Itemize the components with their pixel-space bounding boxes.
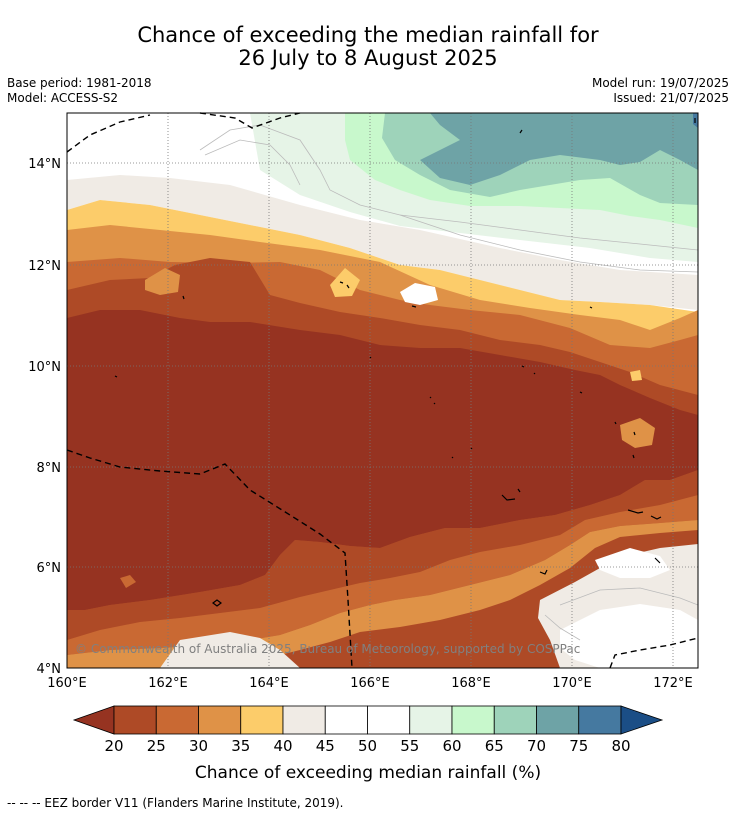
colorbar-segment — [324, 705, 368, 735]
longitude-labels: 160°E 162°E 164°E 166°E 168°E 170°E 172°… — [47, 676, 693, 691]
meta-left: Base period: 1981-2018 Model: ACCESS-S2 — [7, 76, 152, 106]
band-white-lower-2 — [560, 604, 698, 668]
model-run: Model run: 19/07/2025 — [591, 76, 729, 90]
colorbar-segment — [198, 705, 242, 735]
model-name: Model: ACCESS-S2 — [7, 91, 119, 105]
colorbar-tick-label: 25 — [147, 737, 166, 755]
colorbar-segment — [282, 705, 326, 735]
colorbar-tick-label: 75 — [569, 737, 588, 755]
band-rust-lower — [67, 470, 698, 640]
lat-label-8n: 8°N — [37, 461, 62, 476]
colorbar-segment — [578, 705, 622, 735]
lon-label-166e: 166°E — [350, 676, 390, 691]
colorbar-tick-label: 35 — [231, 737, 250, 755]
map-title-line-2: 26 July to 8 August 2025 — [238, 46, 498, 70]
colorbar-tick-label: 20 — [104, 737, 123, 755]
band-beige — [67, 175, 698, 310]
colorbar-tick-label: 80 — [611, 737, 630, 755]
band-orange-lower — [67, 520, 698, 668]
lon-label-170e: 170°E — [552, 676, 592, 691]
colorbar: 20 25 30 35 40 45 50 55 60 65 70 75 80 — [72, 705, 664, 755]
patch-orange-left — [145, 268, 180, 295]
colorbar-segment — [493, 705, 537, 735]
islands — [114, 118, 696, 607]
colorbar-segment — [155, 705, 199, 735]
issued-date: Issued: 21/07/2025 — [613, 91, 729, 105]
gridlines — [67, 113, 698, 668]
colorbar-tick-label: 60 — [442, 737, 461, 755]
copyright-notice: © Commonwealth of Australia 2025, Bureau… — [75, 642, 580, 656]
base-period: Base period: 1981-2018 — [7, 76, 152, 90]
lat-label-6n: 6°N — [37, 561, 62, 576]
lat-label-12n: 12°N — [28, 259, 61, 274]
lat-label-4n: 4°N — [37, 662, 62, 677]
patch-white-tl — [120, 115, 150, 133]
colorbar-tick-label: 50 — [358, 737, 377, 755]
lon-label-160e: 160°E — [47, 676, 87, 691]
lon-label-164e: 164°E — [249, 676, 289, 691]
eez-border-note: -- -- -- EEZ border V11 (Flanders Marine… — [7, 796, 344, 810]
colorbar-segment — [536, 705, 580, 735]
map-fields — [67, 113, 698, 668]
patch-yellow-center — [330, 268, 360, 297]
latitude-labels: 14°N 12°N 10°N 8°N 6°N 4°N — [28, 157, 61, 677]
colorbar-tick-label: 30 — [189, 737, 208, 755]
patch-white-center — [400, 283, 438, 305]
colorbar-segment — [367, 705, 411, 735]
colorbar-extend-high — [620, 705, 664, 735]
colorbar-extend-low — [72, 705, 115, 735]
band-beige-bump — [160, 632, 300, 668]
lat-label-10n: 10°N — [28, 360, 61, 375]
band-red-orange-lower — [67, 495, 698, 655]
colorbar-tick-label: 55 — [400, 737, 419, 755]
colorbar-segment — [409, 705, 453, 735]
map-title-line-1: Chance of exceeding the median rainfall … — [137, 23, 599, 47]
colorbar-segment — [113, 705, 157, 735]
patch-red-orange-left — [120, 575, 136, 588]
lat-label-14n: 14°N — [28, 157, 61, 172]
colorbar-tick-label: 45 — [316, 737, 335, 755]
colorbar-tick-label: 40 — [273, 737, 292, 755]
band-white-lower — [595, 548, 670, 578]
eez-border-north — [66, 112, 301, 153]
patch-yellow-east — [630, 370, 642, 381]
patch-orange-east — [620, 418, 655, 448]
colorbar-tick-label: 70 — [527, 737, 546, 755]
eez-borders — [66, 112, 699, 669]
colorbar-segment — [240, 705, 284, 735]
lon-label-168e: 168°E — [451, 676, 491, 691]
band-teal — [420, 113, 698, 185]
lon-label-172e: 172°E — [653, 676, 693, 691]
eez-border-south — [66, 449, 353, 669]
band-brown — [67, 310, 698, 610]
colorbar-segment — [451, 705, 495, 735]
map-frame — [66, 112, 699, 669]
rainfall-map: © Commonwealth of Australia 2025, Bureau… — [28, 112, 699, 783]
colorbar-label: Chance of exceeding median rainfall (%) — [195, 763, 541, 783]
meta-right: Model run: 19/07/2025 Issued: 21/07/2025 — [592, 76, 729, 106]
lon-label-162e: 162°E — [148, 676, 188, 691]
colorbar-tick-label: 65 — [485, 737, 504, 755]
